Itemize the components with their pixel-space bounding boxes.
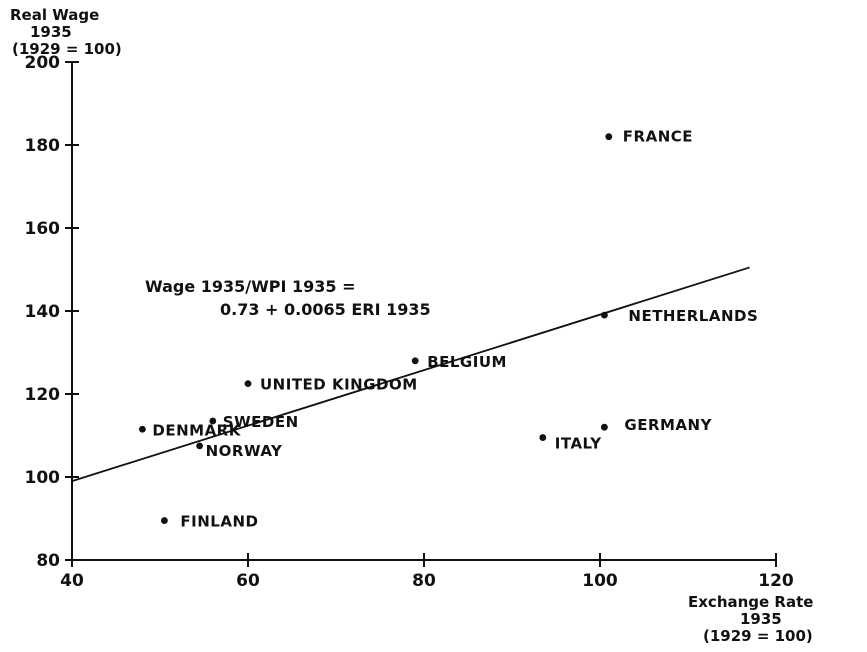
point-label-sweden: SWEDEN (223, 413, 299, 431)
point-label-germany: GERMANY (624, 416, 712, 434)
regression-equation-line-2: 0.73 + 0.0065 ERI 1935 (220, 300, 431, 319)
x-tick-label: 40 (60, 571, 84, 591)
point-label-norway: NORWAY (206, 442, 283, 460)
y-axis-title-line-3: (1929 = 100) (12, 40, 122, 58)
point-label-italy: ITALY (555, 435, 602, 453)
point-sweden (209, 417, 217, 425)
x-axis-title-line-2: 1935 (740, 610, 782, 628)
regression-equation: Wage 1935/WPI 1935 = 0.73 + 0.0065 ERI 1… (145, 277, 431, 319)
point-france (605, 133, 613, 141)
y-tick-label: 80 (36, 551, 60, 571)
x-axis-title: Exchange Rate 1935 (1929 = 100) (688, 593, 813, 645)
x-axis-title-line-3: (1929 = 100) (703, 627, 813, 645)
x-tick-label: 80 (412, 571, 436, 591)
point-netherlands (601, 311, 608, 319)
y-tick-label: 120 (25, 385, 61, 405)
x-tick-label: 120 (758, 571, 794, 591)
point-label-belgium: BELGIUM (427, 353, 507, 371)
y-tick-label: 140 (25, 302, 61, 322)
y-tick-label: 200 (25, 53, 61, 73)
regression-line (71, 266, 750, 483)
point-denmark (139, 425, 146, 433)
y-tick-label: 100 (25, 468, 61, 488)
x-axis-title-line-1: Exchange Rate (688, 593, 813, 611)
point-italy (539, 434, 547, 441)
point-label-denmark: DENMARK (152, 421, 241, 439)
y-tick-label: 160 (25, 219, 61, 239)
point-label-finland: FINLAND (180, 513, 258, 531)
point-united-kingdom (244, 380, 252, 388)
point-germany (601, 423, 608, 431)
x-tick-label: 100 (582, 571, 618, 591)
point-norway (196, 442, 204, 450)
y-axis-title-line-1: Real Wage (10, 6, 99, 24)
point-finland (161, 517, 168, 524)
y-tick-label: 180 (25, 136, 61, 156)
regression-line-group (71, 266, 750, 483)
x-tick-label: 60 (236, 571, 260, 591)
y-axis-title: Real Wage 1935 (1929 = 100) (10, 6, 122, 58)
y-axis-title-line-2: 1935 (30, 23, 72, 41)
point-label-netherlands: NETHERLANDS (628, 307, 758, 325)
regression-equation-line-1: Wage 1935/WPI 1935 = (145, 277, 356, 296)
point-label-france: FRANCE (623, 128, 693, 146)
point-label-united-kingdom: UNITED KINGDOM (260, 376, 418, 394)
data-points: FRANCE NETHERLANDS BELGIUM UNITED KINGDOM SW… (139, 128, 758, 531)
point-belgium (411, 357, 419, 365)
ticks: 40 60 80 100 120 80 100 120 140 160 180 200 (25, 53, 794, 591)
